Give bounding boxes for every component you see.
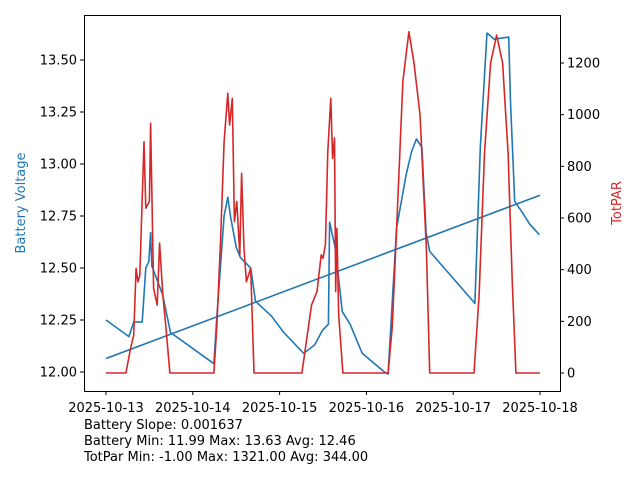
y-axis-label-right: TotPAR — [610, 181, 625, 226]
x-tick-label: 2025-10-16 — [329, 401, 405, 416]
y-right-tick-label: 1000 — [567, 108, 600, 123]
stat-slope: Battery Slope: 0.001637 — [84, 418, 243, 433]
y-right-tick-label: 1200 — [567, 57, 600, 72]
y-right-tick-label: 400 — [567, 263, 592, 278]
plot-lines — [105, 30, 541, 375]
y-left-tick-label: 13.50 — [40, 54, 77, 69]
y-right-tick-label: 200 — [567, 315, 592, 330]
y-left-tick-label: 13.25 — [40, 106, 77, 121]
x-tick-label: 2025-10-14 — [155, 401, 231, 416]
series-line-totpar — [106, 30, 540, 374]
y-right-tick-label: 0 — [567, 367, 575, 382]
x-tick-label: 2025-10-17 — [415, 401, 491, 416]
y-left-tick-label: 12.00 — [40, 366, 77, 381]
x-tick-label: 2025-10-13 — [68, 401, 144, 416]
x-tick-label: 2025-10-18 — [502, 401, 578, 416]
y-left-tick-label: 12.25 — [40, 314, 77, 329]
y-left-tick-label: 13.00 — [40, 158, 77, 173]
y-axis-label-left: Battery Voltage — [14, 152, 29, 253]
y-right-tick-label: 600 — [567, 212, 592, 227]
y-left-tick-label: 12.75 — [40, 210, 77, 225]
stat-totpar: TotPar Min: -1.00 Max: 1321.00 Avg: 344.… — [83, 450, 368, 465]
y-left-tick-label: 12.50 — [40, 262, 77, 277]
axis-ticks: 2025-10-13 2025-10-14 2025-10-15 2025-10-16… — [40, 54, 600, 417]
series-line-battery_trend — [105, 194, 541, 360]
plot-frame — [84, 15, 561, 392]
x-tick-label: 2025-10-15 — [242, 401, 318, 416]
stat-battery: Battery Min: 11.99 Max: 13.63 Avg: 12.46 — [84, 434, 356, 449]
y-right-tick-label: 800 — [567, 160, 592, 175]
